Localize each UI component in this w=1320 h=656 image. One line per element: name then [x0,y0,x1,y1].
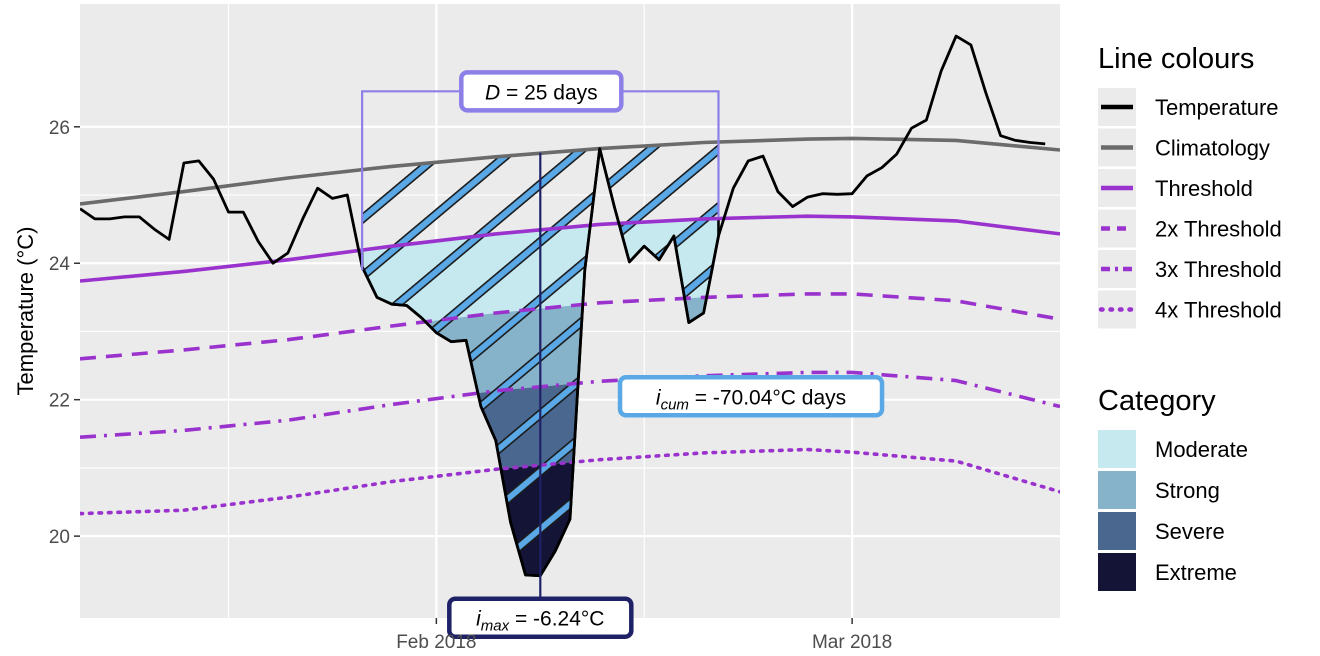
line-temperature [80,34,1046,578]
legend-lines-title: Line colours [1098,43,1254,75]
duration-label-text: D = 25 days [485,81,598,104]
legend-category-swatch [1098,553,1136,591]
y-tick-label: 24 [49,254,71,275]
y-axis: 20 22 24 26 [49,118,80,548]
legend-category-swatch [1098,471,1136,509]
imax-label-box [447,596,634,639]
legend-category-label: Extreme [1155,560,1237,585]
duration-label-box [459,70,624,113]
legend-line-item: 3x Threshold [1098,250,1282,288]
x-tick-label: Mar 2018 [812,632,892,653]
y-tick-label: 26 [49,118,70,139]
line-3x-threshold [80,370,1060,439]
legend-line-label: 4x Threshold [1155,298,1282,323]
legend-line-item: 4x Threshold [1098,290,1282,329]
line-2x-threshold [80,292,1060,361]
series-lines [80,34,1060,578]
legend: Line colours Temperature Climatology Thres… [1098,43,1282,591]
x-axis: Feb 2018 Mar 2018 [396,618,892,653]
legend-line-item: Climatology [1098,128,1270,167]
duration-label: D = 25 days [459,70,624,113]
line-threshold [80,214,1060,283]
icum-label-text: icum = -70.04°C days [656,386,846,413]
legend-category-item: Strong [1098,471,1220,509]
legend-category-label: Moderate [1155,437,1248,462]
legend-line-label: Temperature [1155,95,1279,120]
imax-label: imax = -6.24°C [447,596,634,639]
annotations: D = 25 days imax = -6.24°C icum = -70.04°C… [361,70,885,639]
legend-line-item: Threshold [1098,169,1253,207]
y-tick-label: 22 [49,391,70,412]
legend-line-label: Threshold [1155,176,1253,201]
legend-category-label: Strong [1155,478,1220,503]
legend-line-label: 3x Threshold [1155,257,1282,282]
y-tick-label: 20 [49,527,70,548]
legend-category-item: Moderate [1098,430,1248,468]
legend-line-item: Temperature [1098,88,1279,126]
imax-label-text: imax = -6.24°C [476,608,604,635]
legend-category-title: Category [1098,385,1216,417]
legend-category-item: Severe [1098,512,1225,550]
icum-label: icum = -70.04°C days [617,375,885,418]
legend-category-item: Extreme [1098,553,1237,591]
x-tick-label: Feb 2018 [396,632,476,653]
legend-category-swatch [1098,512,1136,550]
legend-category-label: Severe [1155,519,1225,544]
icum-label-box [617,375,885,418]
legend-line-label: 2x Threshold [1155,217,1282,242]
legend-category-swatch [1098,430,1136,468]
y-axis-label: Temperature (°C) [13,227,38,396]
legend-line-label: Climatology [1155,136,1270,161]
line-4x-threshold [80,447,1060,516]
legend-line-item: 2x Threshold [1098,209,1282,248]
